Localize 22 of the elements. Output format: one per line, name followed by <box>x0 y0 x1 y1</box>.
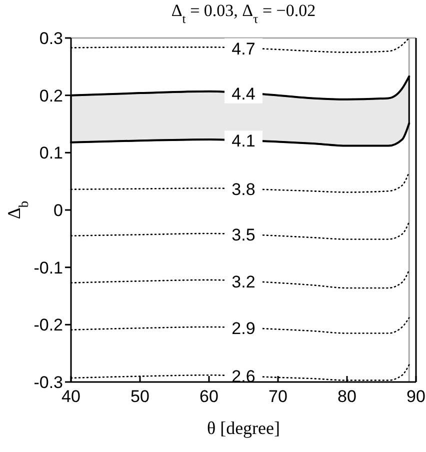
series-label: 4.1 <box>232 132 256 151</box>
y-tick-label: 0.3 <box>39 28 63 48</box>
x-tick-label: 50 <box>130 387 150 406</box>
x-tick-label: 40 <box>62 387 80 406</box>
y-tick-label: 0.2 <box>39 86 63 106</box>
x-tick-label: 80 <box>338 387 356 406</box>
series-label: 3.8 <box>232 180 256 200</box>
x-axis-title: θ [degree] <box>206 418 280 438</box>
chart-title: Δ$_{t}$ = 0.03, Δ$_{τ}$ = −0.02 <box>171 1 316 26</box>
series-label: 2.9 <box>232 319 256 338</box>
y-tick-label: -0.2 <box>34 316 63 335</box>
series-label: 3.2 <box>232 272 256 292</box>
series-label: 4.4 <box>232 84 256 104</box>
x-tick-label: 60 <box>200 387 218 406</box>
x-tick-label: 70 <box>268 387 288 406</box>
y-tick-label: -0.3 <box>34 372 63 392</box>
y-tick-label: 0 <box>54 200 63 220</box>
y-tick-label: -0.1 <box>34 258 63 278</box>
series-label: 4.7 <box>232 39 256 58</box>
x-tick-label: 90 <box>406 387 426 406</box>
y-tick-label: 0.1 <box>39 144 63 163</box>
series-label: 3.5 <box>232 226 256 245</box>
